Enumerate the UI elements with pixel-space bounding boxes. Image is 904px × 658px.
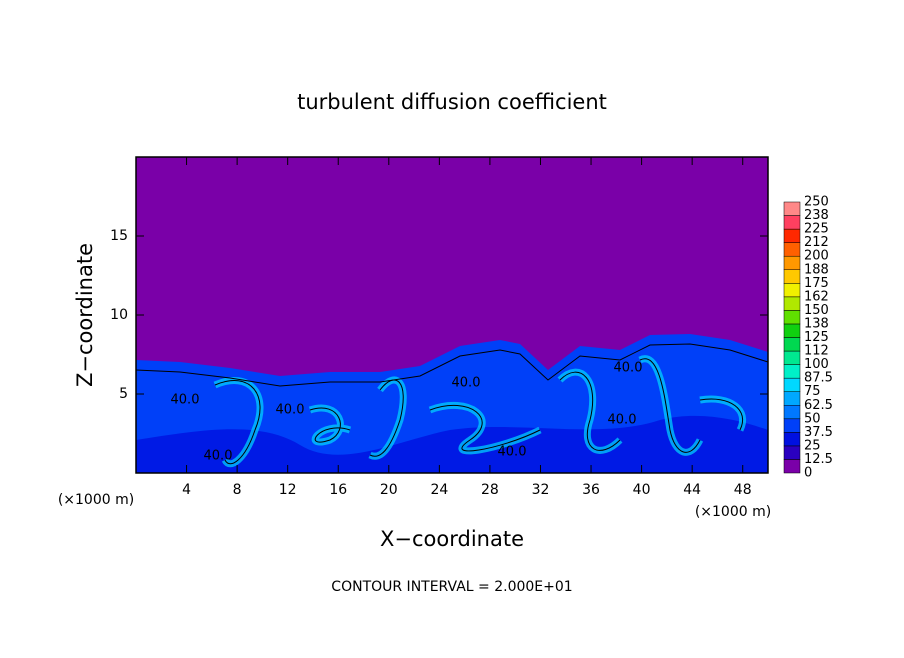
x-tick-label: 24 <box>430 482 448 498</box>
y-axis-label: Z−coordinate <box>73 243 97 387</box>
colorbar-label: 200 <box>804 249 829 264</box>
colorbar-label: 125 <box>804 330 829 345</box>
contour-label: 40.0 <box>452 376 481 391</box>
colorbar-swatch <box>783 377 801 392</box>
x-tick-label: 28 <box>481 482 499 498</box>
y-tick-label: 5 <box>119 386 128 402</box>
colorbar-label: 225 <box>804 222 829 237</box>
colorbar-swatch <box>783 283 801 298</box>
x-tick-label: 20 <box>380 482 398 498</box>
chart-title: turbulent diffusion coefficient <box>297 90 607 114</box>
colorbar-label: 50 <box>804 411 821 426</box>
colorbar-label: 37.5 <box>804 425 833 440</box>
contour-line <box>559 371 621 451</box>
x-unit-label: (×1000 m) <box>695 504 771 520</box>
y-tick-label: 10 <box>110 307 128 323</box>
contour-label: 40.0 <box>171 393 200 408</box>
colorbar-label: 175 <box>804 276 829 291</box>
colorbar-label: 0 <box>804 466 812 481</box>
contour-label: 40.0 <box>204 449 233 464</box>
colorbar-swatch <box>783 215 801 230</box>
x-tick-label: 8 <box>233 482 242 498</box>
colorbar-swatch <box>783 405 801 420</box>
colorbar-swatch <box>783 323 801 338</box>
colorbar-swatch <box>783 445 801 460</box>
x-tick-label: 32 <box>532 482 550 498</box>
contour-label: 40.0 <box>608 413 637 428</box>
colorbar-label: 150 <box>804 303 829 318</box>
colorbar-label: 87.5 <box>804 371 833 386</box>
contour-line <box>639 358 701 453</box>
x-tick-label: 12 <box>279 482 297 498</box>
x-unit-label: (×1000 m) <box>58 492 134 508</box>
contour-label: 40.0 <box>276 403 305 418</box>
turbulent-core <box>136 415 768 473</box>
colorbar-swatch <box>783 459 801 474</box>
colorbar-label: 112 <box>804 344 829 359</box>
x-axis-label: X−coordinate <box>380 527 524 551</box>
contour-line <box>699 398 743 431</box>
x-tick-label: 36 <box>582 482 600 498</box>
x-tick-label: 48 <box>734 482 752 498</box>
colorbar-label: 238 <box>804 208 829 223</box>
contour-label: 40.0 <box>614 361 643 376</box>
colorbar-label: 188 <box>804 262 829 277</box>
x-tick-label: 4 <box>182 482 191 498</box>
colorbar-label: 62.5 <box>804 398 833 413</box>
colorbar-swatch <box>783 350 801 365</box>
contour-line <box>135 343 769 387</box>
contour-line <box>214 380 261 465</box>
colorbar-swatch <box>783 201 801 216</box>
x-tick-label: 44 <box>683 482 701 498</box>
colorbar-swatch <box>783 391 801 406</box>
colorbar-label: 138 <box>804 316 829 331</box>
colorbar-label: 250 <box>804 195 829 210</box>
colorbar-label: 12.5 <box>804 452 833 467</box>
y-tick-label: 15 <box>110 228 128 244</box>
contour-label: 40.0 <box>498 445 527 460</box>
colorbar-label: 75 <box>804 384 821 399</box>
colorbar-swatch <box>783 255 801 271</box>
x-tick-label: 40 <box>633 482 651 498</box>
colorbar-swatch <box>783 228 801 243</box>
colorbar-swatch <box>783 337 801 352</box>
colorbar-swatch <box>783 364 801 379</box>
colorbar-label: 25 <box>804 438 821 453</box>
colorbar-label: 162 <box>804 289 829 304</box>
colorbar-swatch <box>783 310 801 325</box>
colorbar-swatch <box>783 269 801 284</box>
field <box>135 157 769 473</box>
footer-note: CONTOUR INTERVAL = 2.000E+01 <box>331 579 572 595</box>
x-tick-label: 16 <box>329 482 347 498</box>
contour-line <box>429 405 541 452</box>
colorbar-swatch <box>783 432 801 447</box>
colorbar-swatch <box>783 418 801 433</box>
colorbar-swatch <box>783 296 801 311</box>
colorbar-label: 212 <box>804 235 829 250</box>
colorbar-label: 100 <box>804 357 829 372</box>
contour-line <box>309 407 351 443</box>
colorbar-swatch <box>783 242 801 257</box>
